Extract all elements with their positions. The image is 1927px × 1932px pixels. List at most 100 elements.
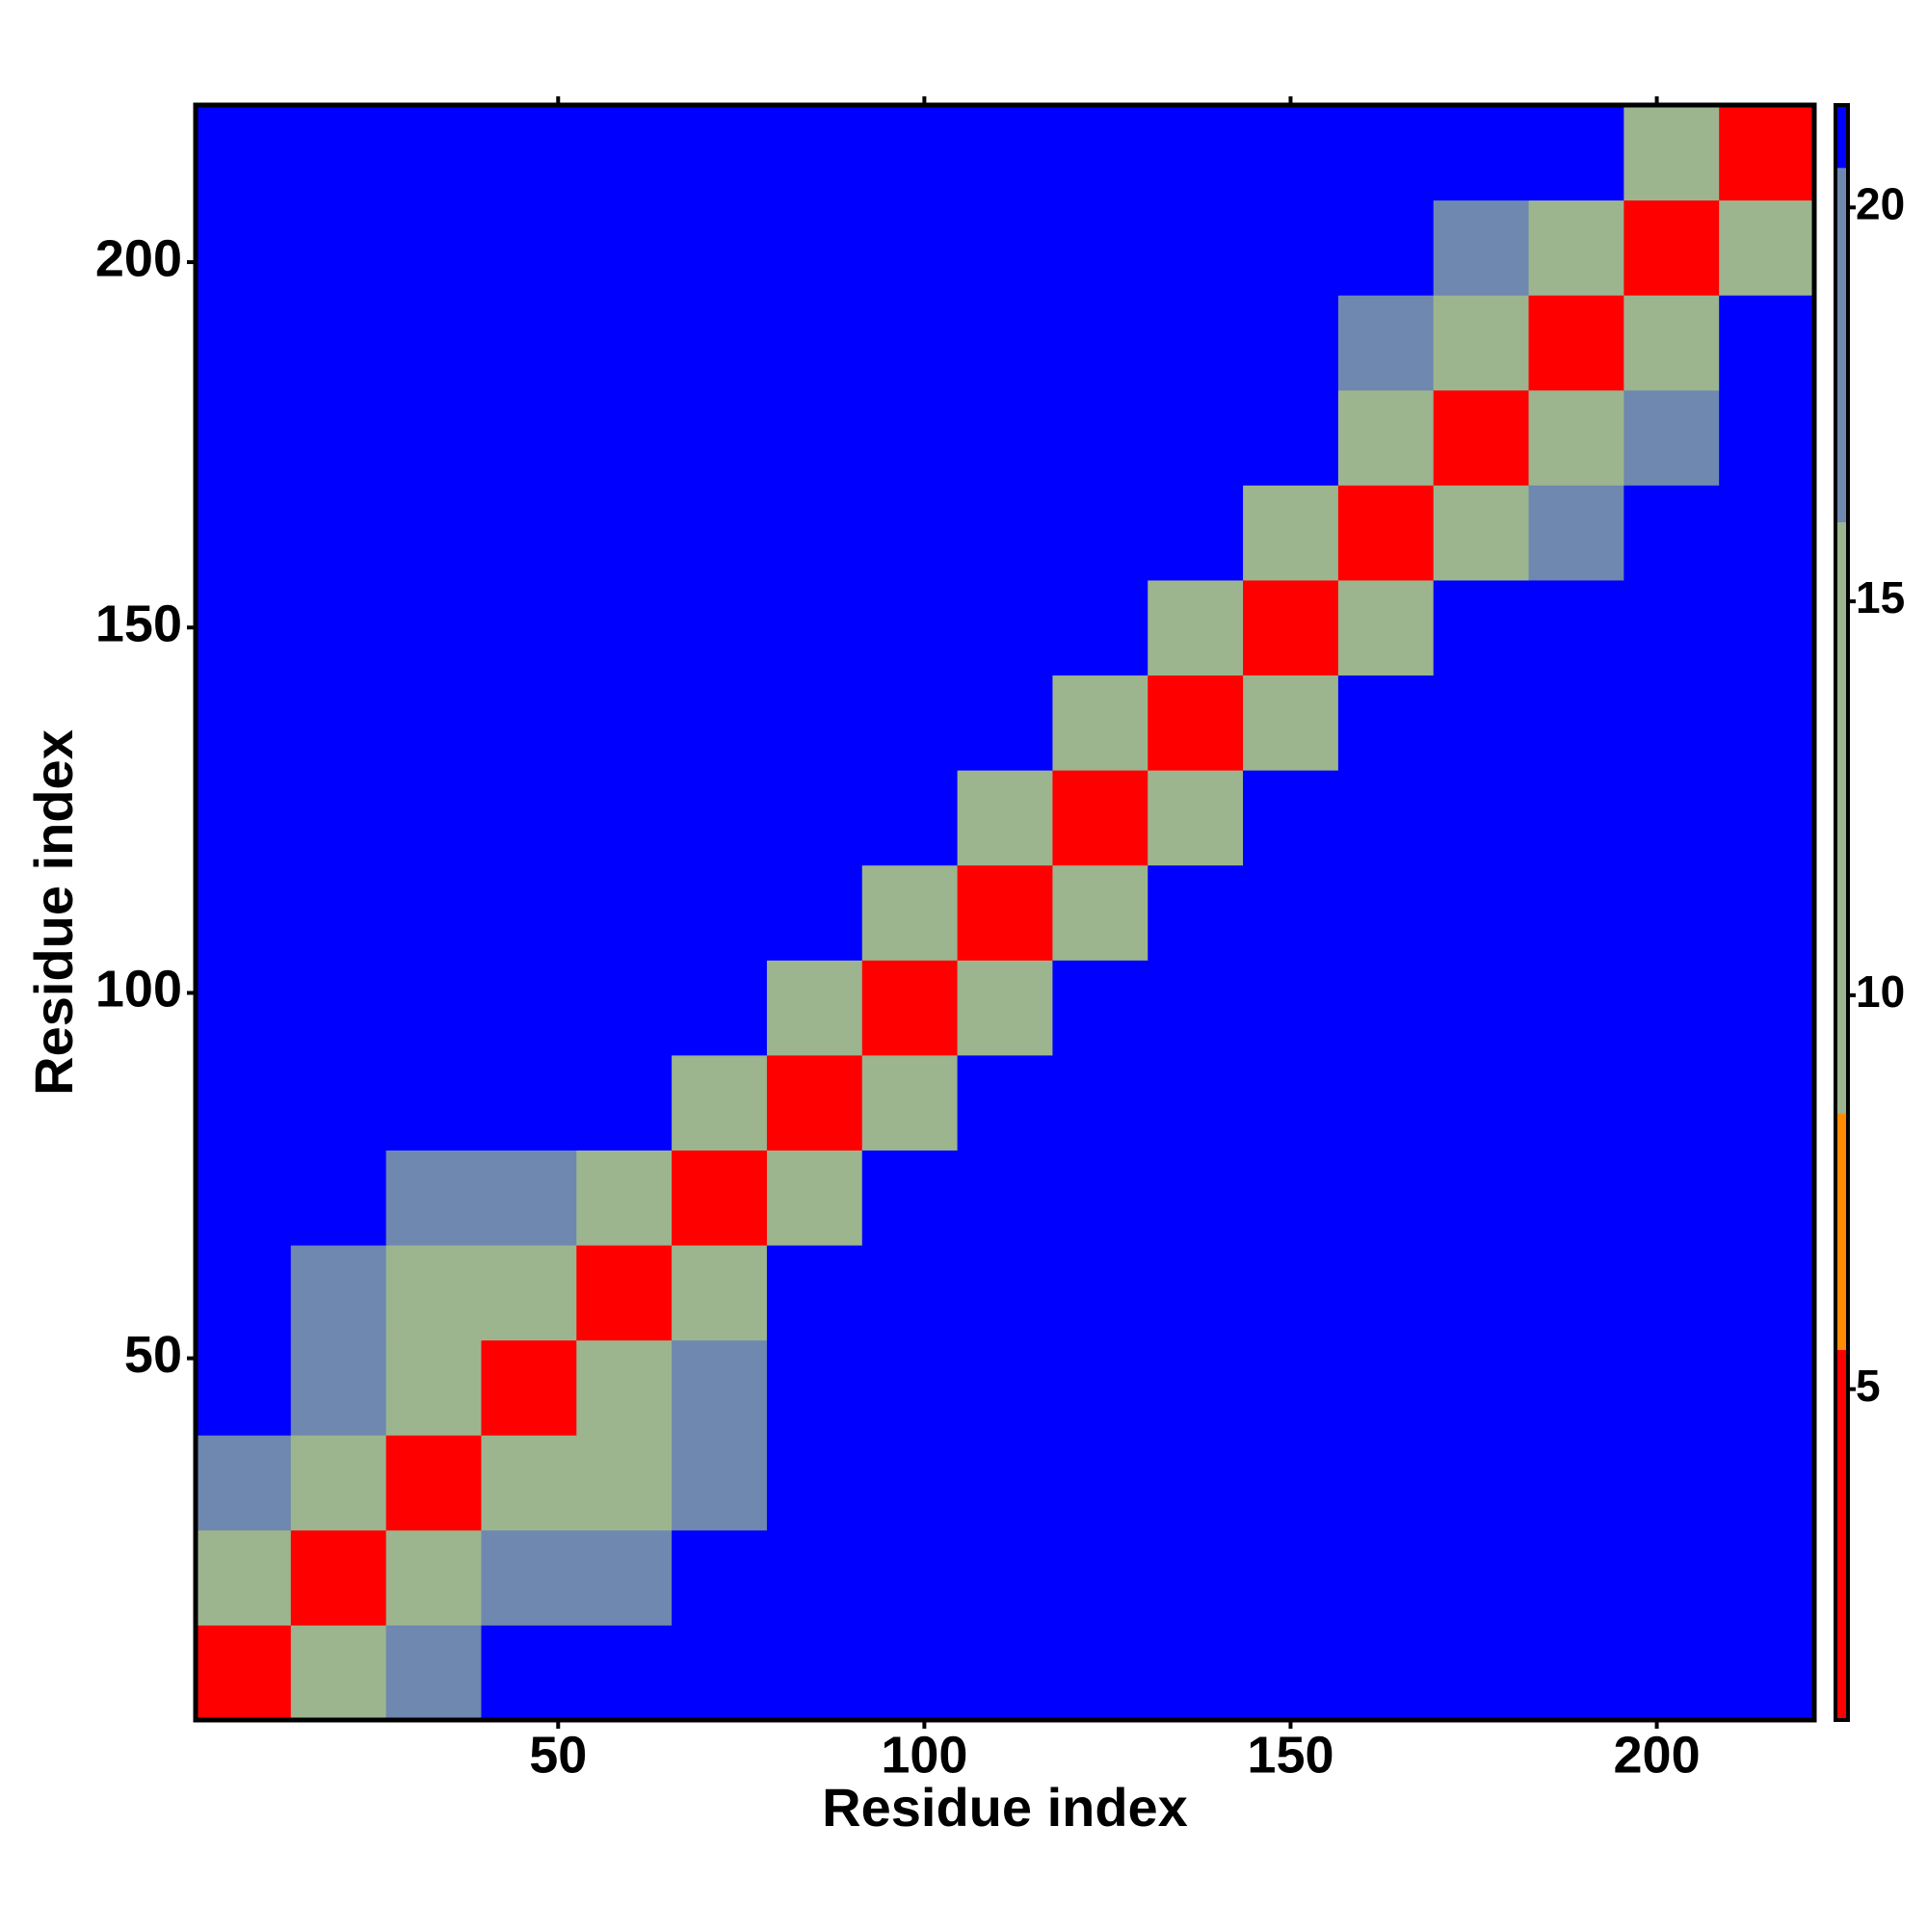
heatmap-cell <box>1623 579 1720 676</box>
heatmap-cell <box>385 960 482 1056</box>
heatmap-cell <box>1337 1054 1435 1151</box>
heatmap-cell <box>1433 295 1530 391</box>
heatmap-cell <box>957 389 1053 486</box>
heatmap-cell <box>1623 1529 1720 1626</box>
heatmap-cell <box>672 1245 768 1341</box>
heatmap-cell <box>385 1529 482 1626</box>
heatmap-cell <box>481 864 577 961</box>
heatmap-cell <box>1623 864 1720 961</box>
heatmap-cell <box>1243 675 1339 771</box>
heatmap-cell <box>672 1339 768 1436</box>
heatmap-cell <box>481 675 577 771</box>
heatmap-cell <box>196 960 292 1056</box>
heatmap-cell <box>196 295 292 391</box>
heatmap-cell <box>196 1054 292 1151</box>
heatmap-cell <box>1243 1625 1339 1721</box>
heatmap-cell <box>196 1625 292 1721</box>
heatmap-cell <box>481 199 577 296</box>
heatmap-cell <box>957 1054 1053 1151</box>
heatmap-cell <box>576 579 673 676</box>
heatmap-cell <box>1052 770 1148 866</box>
heatmap-cell <box>1433 1435 1530 1531</box>
heatmap-cell <box>1148 199 1244 296</box>
y-axis-title: Residue index <box>23 729 84 1096</box>
heatmap-cell <box>1243 1435 1339 1531</box>
heatmap-cell <box>1623 770 1720 866</box>
heatmap-cell <box>1337 1245 1435 1341</box>
heatmap-cell <box>1243 199 1339 296</box>
heatmap-cell <box>1719 1339 1815 1436</box>
heatmap-cell <box>1433 579 1530 676</box>
heatmap-cell <box>957 1245 1053 1341</box>
heatmap-cell <box>481 485 577 581</box>
heatmap-cell <box>1243 389 1339 486</box>
heatmap-cell <box>196 1150 292 1246</box>
heatmap-cell <box>1719 1245 1815 1341</box>
heatmap-cell <box>1528 1435 1624 1531</box>
heatmap-cell <box>957 1435 1053 1531</box>
heatmap-cell <box>1623 485 1720 581</box>
heatmap-cell <box>1623 960 1720 1056</box>
colorbar-segment <box>1835 522 1848 1114</box>
heatmap-cell <box>766 1625 863 1721</box>
heatmap-cell <box>672 579 768 676</box>
heatmap-cell <box>1337 485 1435 581</box>
heatmap-cell <box>861 1245 959 1341</box>
heatmap-cell <box>1528 1625 1624 1721</box>
heatmap-cell <box>1337 579 1435 676</box>
heatmap-cell <box>1528 389 1624 486</box>
heatmap-cell <box>1337 675 1435 771</box>
heatmap-cell <box>1243 1339 1339 1436</box>
heatmap-cell <box>1052 579 1148 676</box>
heatmap-cell <box>481 770 577 866</box>
y-tick-label: 200 <box>95 229 182 287</box>
heatmap-cell <box>1623 1150 1720 1246</box>
heatmap-cell <box>1433 1339 1530 1436</box>
heatmap-cell <box>861 770 959 866</box>
heatmap-cell <box>861 389 959 486</box>
heatmap-cell <box>957 1339 1053 1436</box>
heatmap-cell <box>957 1529 1053 1626</box>
heatmap-cell <box>385 1054 482 1151</box>
heatmap-cell <box>1433 1054 1530 1151</box>
heatmap-cell <box>1719 1529 1815 1626</box>
heatmap-cell <box>1719 1625 1815 1721</box>
heatmap-cell <box>861 960 959 1056</box>
heatmap-cell <box>672 1435 768 1531</box>
heatmap-cell <box>196 1529 292 1626</box>
heatmap-cell <box>1243 1529 1339 1626</box>
heatmap-cell <box>481 960 577 1056</box>
heatmap-cell <box>861 864 959 961</box>
heatmap-cell <box>672 1625 768 1721</box>
heatmap-cell <box>766 1150 863 1246</box>
heatmap-cell <box>1433 105 1530 201</box>
heatmap-cell <box>1528 1054 1624 1151</box>
colorbar-segment <box>1835 105 1848 169</box>
heatmap-cell <box>672 864 768 961</box>
heatmap-cell <box>576 864 673 961</box>
heatmap-cell <box>861 1435 959 1531</box>
heatmap-cell <box>1623 1625 1720 1721</box>
heatmap-cell <box>1148 1625 1244 1721</box>
heatmap-cell <box>1243 295 1339 391</box>
heatmap-cell <box>576 199 673 296</box>
heatmap-cell <box>1337 1625 1435 1721</box>
heatmap-cell <box>1623 1435 1720 1531</box>
heatmap-cell <box>1243 770 1339 866</box>
heatmap-cell <box>1052 960 1148 1056</box>
heatmap-cell <box>861 579 959 676</box>
heatmap-cell <box>1148 1435 1244 1531</box>
heatmap-cell <box>1052 1054 1148 1151</box>
heatmap-cell <box>290 199 387 296</box>
heatmap-cell <box>1719 960 1815 1056</box>
heatmap-cell <box>576 1339 673 1436</box>
heatmap-cell <box>1623 295 1720 391</box>
heatmap-cell <box>672 295 768 391</box>
colorbar-segment <box>1835 168 1848 523</box>
heatmap-cell <box>1052 675 1148 771</box>
heatmap-cell <box>1148 770 1244 866</box>
heatmap-cell <box>481 105 577 201</box>
heatmap-cell <box>576 1150 673 1246</box>
heatmap-cell <box>196 1339 292 1436</box>
